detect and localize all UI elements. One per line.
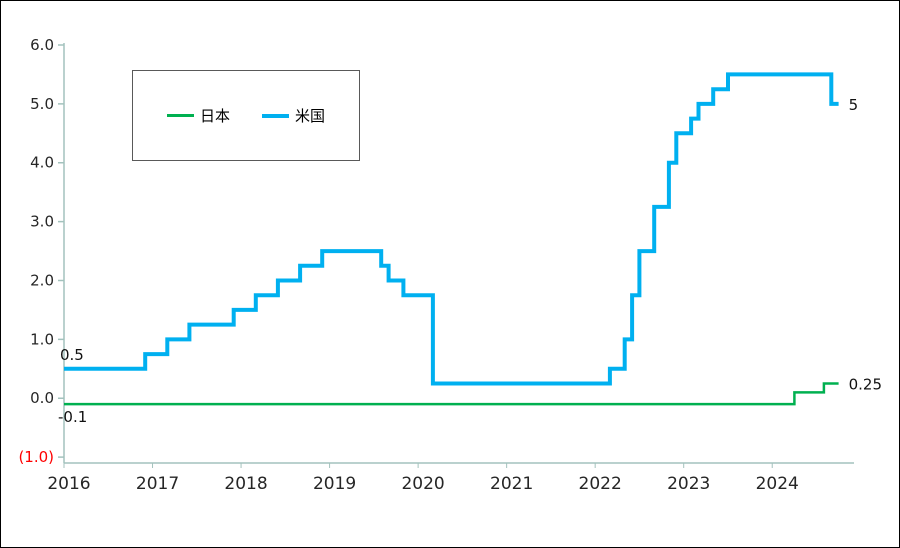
x-tick-label: 2020 [401,474,444,494]
x-tick-label: 2023 [667,474,710,494]
y-tick-label: 1.0 [30,330,54,348]
legend-item-us: 米国 [262,105,325,126]
y-tick-label: (1.0) [18,448,54,466]
x-tick-label: 2021 [490,474,533,494]
japan-line-swatch [166,114,194,117]
y-tick-label: 6.0 [30,36,54,54]
x-tick-label: 2017 [136,474,179,494]
series-line-米国 [64,72,839,386]
data-label: -0.1 [58,408,87,426]
x-tick-label: 2022 [579,474,622,494]
data-label: 0.5 [60,346,84,364]
series-line-日本 [64,382,839,406]
y-tick-label: 2.0 [30,271,54,289]
us-line-swatch [262,113,289,118]
x-tick-label: 2024 [756,474,799,494]
x-tick-label: 2019 [313,474,356,494]
y-tick-label: 4.0 [30,154,54,172]
legend-item-japan: 日本 [166,105,230,126]
data-label: 5 [849,96,859,114]
legend-label-japan: 日本 [199,107,230,125]
y-tick-label: 0.0 [30,389,54,407]
data-label: 0.25 [849,376,882,394]
legend-label-us: 米国 [295,107,326,125]
y-tick-label: 3.0 [30,213,54,231]
chart-legend: 日本 米国 [132,70,360,161]
y-tick-label: 5.0 [30,95,54,113]
x-tick-label: 2016 [47,474,90,494]
x-tick-label: 2018 [224,474,267,494]
